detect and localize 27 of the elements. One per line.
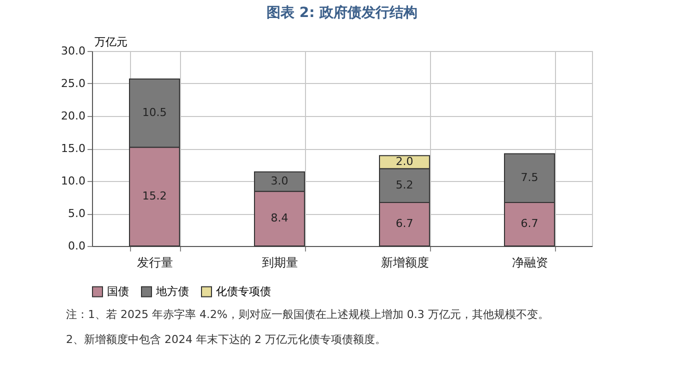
data-label: 5.2 [396, 178, 414, 192]
y-axis-title: 万亿元 [94, 36, 128, 48]
data-label: 15.2 [142, 190, 167, 203]
legend-label: 国债 [107, 284, 129, 298]
y-tick-label: 0.0 [68, 240, 86, 252]
data-label: 6.7 [520, 217, 538, 230]
text: 注：1、若 2025 年赤字率 4.2%，则对应一般国债在上述规模上增加 0.3 万亿元，其他规模不变。 [66, 307, 550, 322]
legend-label: 地方债 [155, 284, 189, 298]
y-tick-label: 25.0 [61, 77, 86, 90]
y-tick-label: 30.0 [61, 44, 86, 58]
data-label: 6.7 [396, 217, 414, 230]
legend-label: 化债专项债 [216, 284, 271, 298]
text: 2、新增额度中包含 2024 年末下达的 2 万亿元化债专项债额度。 [66, 332, 387, 347]
y-tick-label: 20.0 [61, 110, 86, 122]
x-tick-label: 新增额度 [381, 256, 429, 270]
x-tick-label: 发行量 [137, 256, 173, 270]
y-tick-label: 15.0 [61, 142, 86, 155]
x-tick-label: 到期量 [262, 256, 298, 270]
y-tick-label: 10.0 [61, 174, 86, 188]
chart-title: 图表 2: 政府债发行结构 [266, 4, 418, 21]
x-tick-label: 净融资 [512, 256, 548, 270]
data-label: 10.5 [142, 106, 167, 120]
data-label: 8.4 [270, 212, 288, 225]
y-tick-label: 5.0 [68, 207, 86, 220]
data-label: 7.5 [520, 171, 538, 184]
data-label: 2.0 [396, 155, 414, 168]
data-label: 3.0 [270, 174, 288, 188]
